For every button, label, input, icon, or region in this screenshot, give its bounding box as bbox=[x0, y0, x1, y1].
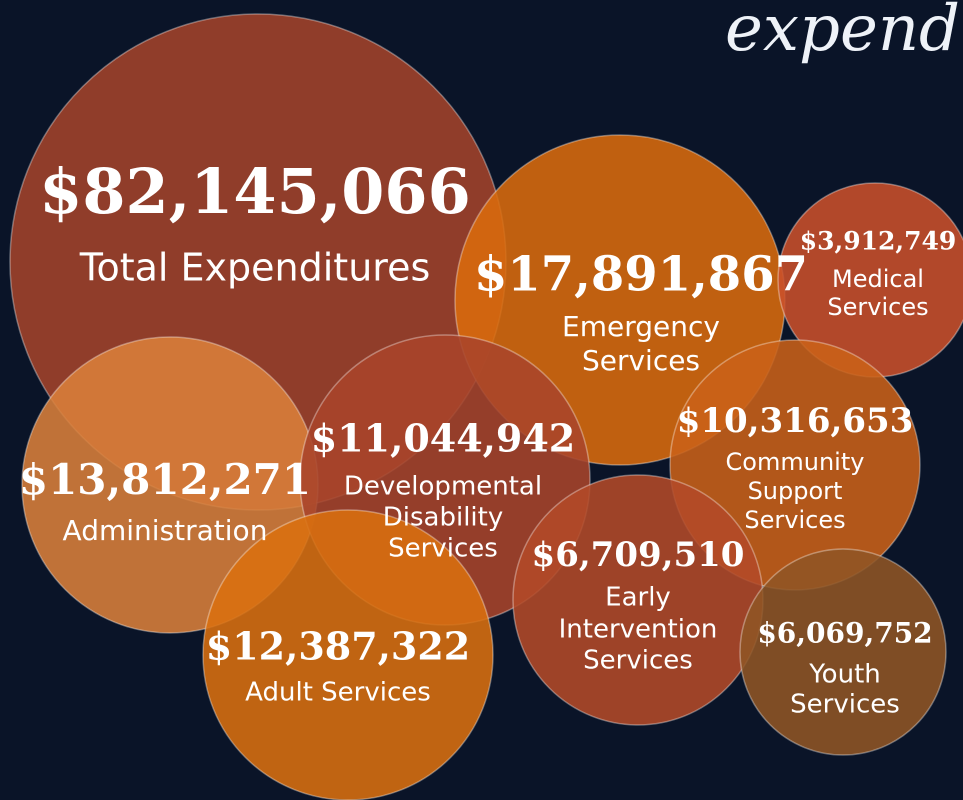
bubble-label: Developmental bbox=[344, 472, 542, 502]
bubble-label: Services bbox=[388, 534, 498, 564]
bubble-label: Community bbox=[726, 448, 865, 476]
bubble-amount: $17,891,867 bbox=[474, 247, 808, 303]
bubble-amount: $3,912,749 bbox=[800, 227, 957, 256]
title: expend bbox=[725, 0, 960, 66]
bubble-label: Total Expenditures bbox=[79, 246, 431, 290]
bubble-label: Services bbox=[583, 646, 693, 676]
bubble-label: Intervention bbox=[559, 615, 718, 645]
bubble-amount: $6,069,752 bbox=[757, 617, 932, 650]
bubble-amount: $13,812,271 bbox=[19, 455, 311, 504]
bubble-label: Youth bbox=[808, 660, 881, 690]
bubble bbox=[202, 509, 494, 800]
bubble-amount: $12,387,322 bbox=[206, 624, 470, 669]
bubble bbox=[739, 548, 947, 756]
bubble-label: Support bbox=[748, 477, 843, 505]
bubble-label: Services bbox=[582, 344, 700, 377]
bubble-label: Early bbox=[605, 583, 671, 613]
bubble-amount: $11,044,942 bbox=[311, 416, 575, 461]
bubble-label: Medical bbox=[832, 265, 924, 293]
bubble-amount: $82,145,066 bbox=[39, 155, 470, 228]
bubble-label: Services bbox=[790, 690, 900, 720]
bubble-label: Emergency bbox=[562, 310, 720, 343]
bubble-label: Services bbox=[827, 293, 928, 321]
bubble-label: Administration bbox=[63, 514, 268, 547]
bubble-label: Adult Services bbox=[245, 678, 431, 708]
bubble-label: Services bbox=[744, 506, 845, 534]
bubble-label: Disability bbox=[383, 503, 503, 533]
bubble-amount: $10,316,653 bbox=[677, 401, 914, 441]
bubble-amount: $6,709,510 bbox=[532, 535, 745, 575]
